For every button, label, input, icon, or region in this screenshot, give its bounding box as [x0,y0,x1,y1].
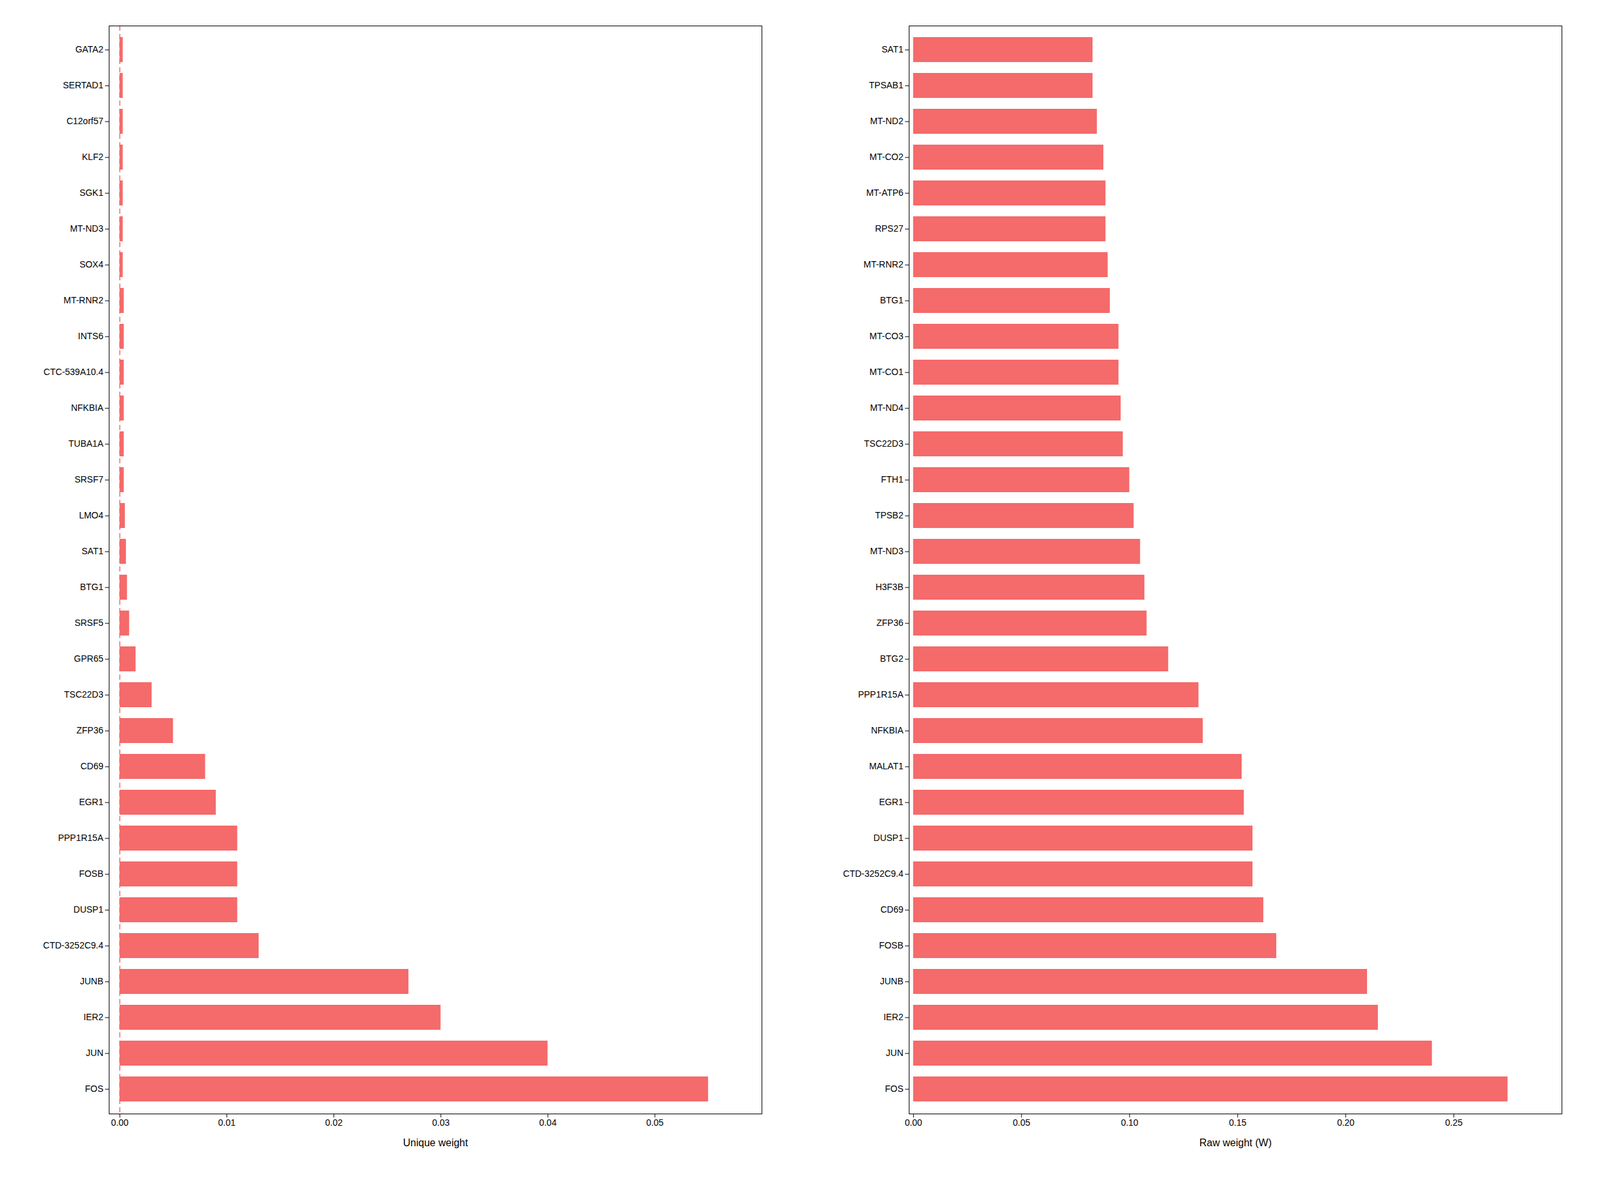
svg-text:GATA2: GATA2 [75,44,104,55]
svg-text:MALAT1: MALAT1 [869,760,904,772]
svg-text:MT-RNR2: MT-RNR2 [863,259,904,270]
svg-text:SOX4: SOX4 [79,259,104,270]
svg-text:DUSP1: DUSP1 [73,904,104,915]
svg-text:0.01: 0.01 [218,1117,236,1128]
svg-text:TSC22D3: TSC22D3 [64,689,104,700]
svg-text:MT-ND2: MT-ND2 [869,115,904,127]
svg-text:NFKBIA: NFKBIA [871,725,904,736]
svg-text:GPR65: GPR65 [74,653,104,664]
svg-text:DUSP1: DUSP1 [873,832,904,843]
svg-text:MT-RNR2: MT-RNR2 [63,295,104,306]
svg-text:CTD-3252C9.4: CTD-3252C9.4 [42,940,104,951]
svg-text:JUN: JUN [885,1047,904,1058]
svg-text:CD69: CD69 [80,760,104,772]
svg-text:JUNB: JUNB [880,976,904,987]
svg-text:ZFP36: ZFP36 [76,725,104,736]
svg-text:FOS: FOS [885,1083,904,1094]
svg-text:0.04: 0.04 [538,1117,557,1128]
svg-text:BTG2: BTG2 [880,653,904,664]
svg-text:KLF2: KLF2 [81,151,104,162]
svg-text:TPSAB1: TPSAB1 [869,80,904,91]
svg-text:SRSF5: SRSF5 [74,617,104,628]
svg-text:SAT1: SAT1 [81,545,104,557]
svg-text:SERTAD1: SERTAD1 [62,80,104,91]
svg-text:SGK1: SGK1 [79,187,104,198]
svg-text:MT-ND3: MT-ND3 [69,223,104,234]
svg-text:0.03: 0.03 [432,1117,450,1128]
svg-text:MT-CO3: MT-CO3 [869,330,904,342]
svg-text:IER2: IER2 [83,1011,104,1023]
svg-text:JUN: JUN [85,1047,104,1058]
svg-text:SAT1: SAT1 [881,44,904,55]
svg-text:FOSB: FOSB [78,868,104,879]
svg-text:TPSB2: TPSB2 [874,510,904,521]
svg-text:0.00: 0.00 [111,1117,129,1128]
svg-text:EGR1: EGR1 [78,796,104,808]
svg-text:MT-ND4: MT-ND4 [869,402,904,413]
svg-text:IER2: IER2 [883,1011,904,1023]
svg-text:0.15: 0.15 [1228,1117,1247,1128]
svg-text:0.02: 0.02 [325,1117,343,1128]
svg-text:BTG1: BTG1 [880,295,904,306]
svg-text:FOS: FOS [85,1083,104,1094]
svg-text:CTC-539A10.4: CTC-539A10.4 [43,366,104,377]
svg-text:EGR1: EGR1 [878,796,904,808]
svg-text:NFKBIA: NFKBIA [71,402,104,413]
svg-text:CD69: CD69 [880,904,904,915]
svg-text:Unique weight: Unique weight [403,1137,469,1149]
svg-text:H3F3B: H3F3B [875,581,904,592]
svg-text:SRSF7: SRSF7 [74,474,104,485]
svg-text:LMO4: LMO4 [78,510,104,521]
svg-text:MT-ATP6: MT-ATP6 [865,187,904,198]
svg-text:0.05: 0.05 [646,1117,664,1128]
svg-text:ZFP36: ZFP36 [876,617,904,628]
svg-text:BTG1: BTG1 [80,581,104,592]
svg-text:0.25: 0.25 [1445,1117,1463,1128]
svg-text:FOSB: FOSB [878,940,904,951]
svg-text:TUBA1A: TUBA1A [68,438,104,449]
svg-text:MT-CO2: MT-CO2 [869,151,904,162]
svg-text:0.10: 0.10 [1120,1117,1138,1128]
svg-text:0.20: 0.20 [1336,1117,1355,1128]
svg-text:JUNB: JUNB [80,976,104,987]
svg-text:C12orf57: C12orf57 [66,115,104,127]
svg-text:MT-ND3: MT-ND3 [869,545,904,557]
svg-text:Raw weight (W): Raw weight (W) [1199,1137,1272,1149]
svg-text:PPP1R15A: PPP1R15A [858,689,904,700]
svg-text:RPS27: RPS27 [874,223,904,234]
svg-text:CTD-3252C9.4: CTD-3252C9.4 [842,868,904,879]
svg-text:0.05: 0.05 [1013,1117,1031,1128]
svg-text:PPP1R15A: PPP1R15A [58,832,104,843]
svg-text:0.00: 0.00 [904,1117,923,1128]
svg-text:TSC22D3: TSC22D3 [864,438,904,449]
svg-text:MT-CO1: MT-CO1 [869,366,904,377]
svg-text:FTH1: FTH1 [881,474,904,485]
svg-text:INTS6: INTS6 [78,330,104,342]
